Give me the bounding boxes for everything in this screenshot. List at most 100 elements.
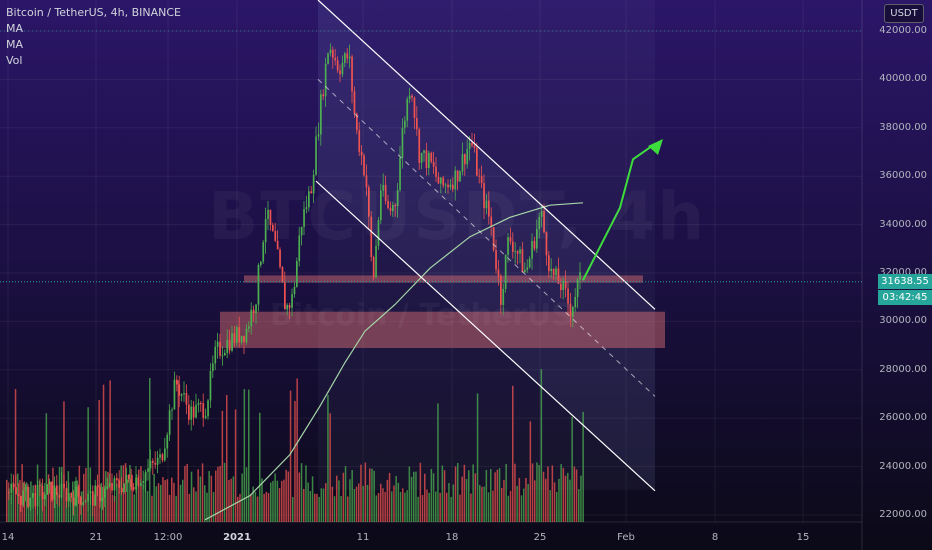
- candle-body: [264, 219, 267, 243]
- candle-body: [509, 237, 512, 242]
- candle-body: [276, 240, 279, 250]
- volume-bar: [529, 421, 532, 522]
- candle-body: [382, 184, 385, 191]
- candle-body: [250, 309, 253, 327]
- description-watermark: Bitcoin / TetherUS: [270, 298, 573, 333]
- volume-bar: [160, 484, 162, 522]
- volume-bar: [292, 496, 294, 522]
- candle-body: [113, 478, 116, 491]
- legend-ma-2[interactable]: MA: [6, 38, 24, 51]
- volume-bar: [338, 480, 340, 522]
- volume-bar: [516, 485, 518, 522]
- candle-body: [132, 487, 135, 490]
- candle-body: [135, 477, 137, 490]
- volume-bar: [415, 471, 417, 522]
- candle-body: [286, 305, 289, 310]
- candle-body: [8, 492, 10, 494]
- candle-body: [56, 485, 58, 496]
- candle-body: [255, 304, 257, 314]
- candle-body: [336, 60, 339, 71]
- candle-body: [406, 99, 409, 121]
- price-tick-label: 24000.00: [879, 460, 927, 472]
- volume-bar: [87, 407, 89, 522]
- candle-body: [94, 485, 97, 506]
- candle-body: [279, 249, 281, 267]
- volume-bar: [83, 473, 85, 522]
- candle-body: [550, 268, 553, 272]
- candle-body: [310, 191, 313, 194]
- volume-bar: [307, 482, 309, 522]
- volume-bar: [80, 491, 83, 522]
- candle-body: [27, 486, 29, 507]
- candle-body: [423, 150, 425, 153]
- volume-bar: [358, 483, 360, 522]
- volume-bar: [569, 479, 571, 522]
- candle-body: [219, 341, 221, 356]
- candle-body: [322, 94, 325, 97]
- volume-bar: [377, 492, 380, 522]
- volume-bar: [204, 485, 206, 522]
- volume-bar: [386, 479, 389, 522]
- candle-body: [356, 113, 358, 131]
- candle-body: [185, 393, 188, 405]
- volume-bar: [140, 466, 142, 522]
- candle-body: [528, 258, 531, 268]
- currency-button[interactable]: USDT: [884, 4, 924, 23]
- volume-bar: [296, 378, 298, 522]
- candle-body: [111, 483, 113, 491]
- candle-body: [156, 457, 159, 465]
- candle-body: [456, 170, 459, 182]
- legend-symbol[interactable]: Bitcoin / TetherUS, 4h, BINANCE: [6, 6, 182, 19]
- legend-ma-1[interactable]: MA: [6, 22, 24, 35]
- candle-body: [24, 486, 27, 491]
- candle-body: [543, 211, 545, 233]
- range-highlight: [318, 0, 655, 490]
- volume-bar: [162, 477, 164, 522]
- volume-bar: [380, 483, 382, 522]
- volume-bar: [540, 369, 543, 522]
- volume-bar: [179, 484, 182, 522]
- candle-body: [557, 268, 560, 284]
- volume-bar: [578, 489, 580, 522]
- candle-body: [96, 485, 99, 488]
- candle-body: [483, 183, 485, 209]
- volume-bar: [78, 465, 81, 522]
- candle-body: [430, 152, 433, 162]
- volume-bar: [193, 487, 195, 522]
- legend-volume[interactable]: Vol: [6, 54, 23, 67]
- volume-bar: [353, 488, 356, 522]
- volume-bar: [454, 466, 457, 522]
- candle-body: [389, 207, 392, 212]
- candle-body: [58, 495, 61, 498]
- candle-body: [140, 483, 142, 486]
- candle-body: [293, 286, 296, 295]
- volume-bar: [459, 494, 461, 522]
- volume-bar: [534, 480, 536, 522]
- candle-body: [209, 371, 212, 401]
- volume-bar: [19, 479, 21, 522]
- candle-body: [516, 251, 519, 254]
- candle-body: [65, 487, 68, 502]
- candle-body: [72, 497, 75, 506]
- volume-bar: [223, 462, 226, 522]
- volume-bar: [102, 384, 105, 522]
- candle-body: [10, 483, 13, 494]
- price-tick-label: 32000.00: [879, 267, 927, 278]
- candle-body: [233, 333, 236, 343]
- volume-bar: [285, 469, 287, 522]
- volume-bar: [25, 482, 28, 522]
- candle-body: [192, 406, 195, 418]
- candle-body: [207, 400, 209, 417]
- candle-body: [452, 184, 454, 190]
- candle-body: [22, 490, 25, 505]
- candle-body: [257, 264, 260, 305]
- candle-body: [567, 288, 569, 304]
- candle-body: [504, 254, 507, 289]
- candle-body: [128, 474, 130, 480]
- candle-body: [317, 134, 320, 137]
- volume-bar: [397, 482, 400, 522]
- volume-bar: [276, 480, 279, 522]
- candle-body: [432, 161, 435, 167]
